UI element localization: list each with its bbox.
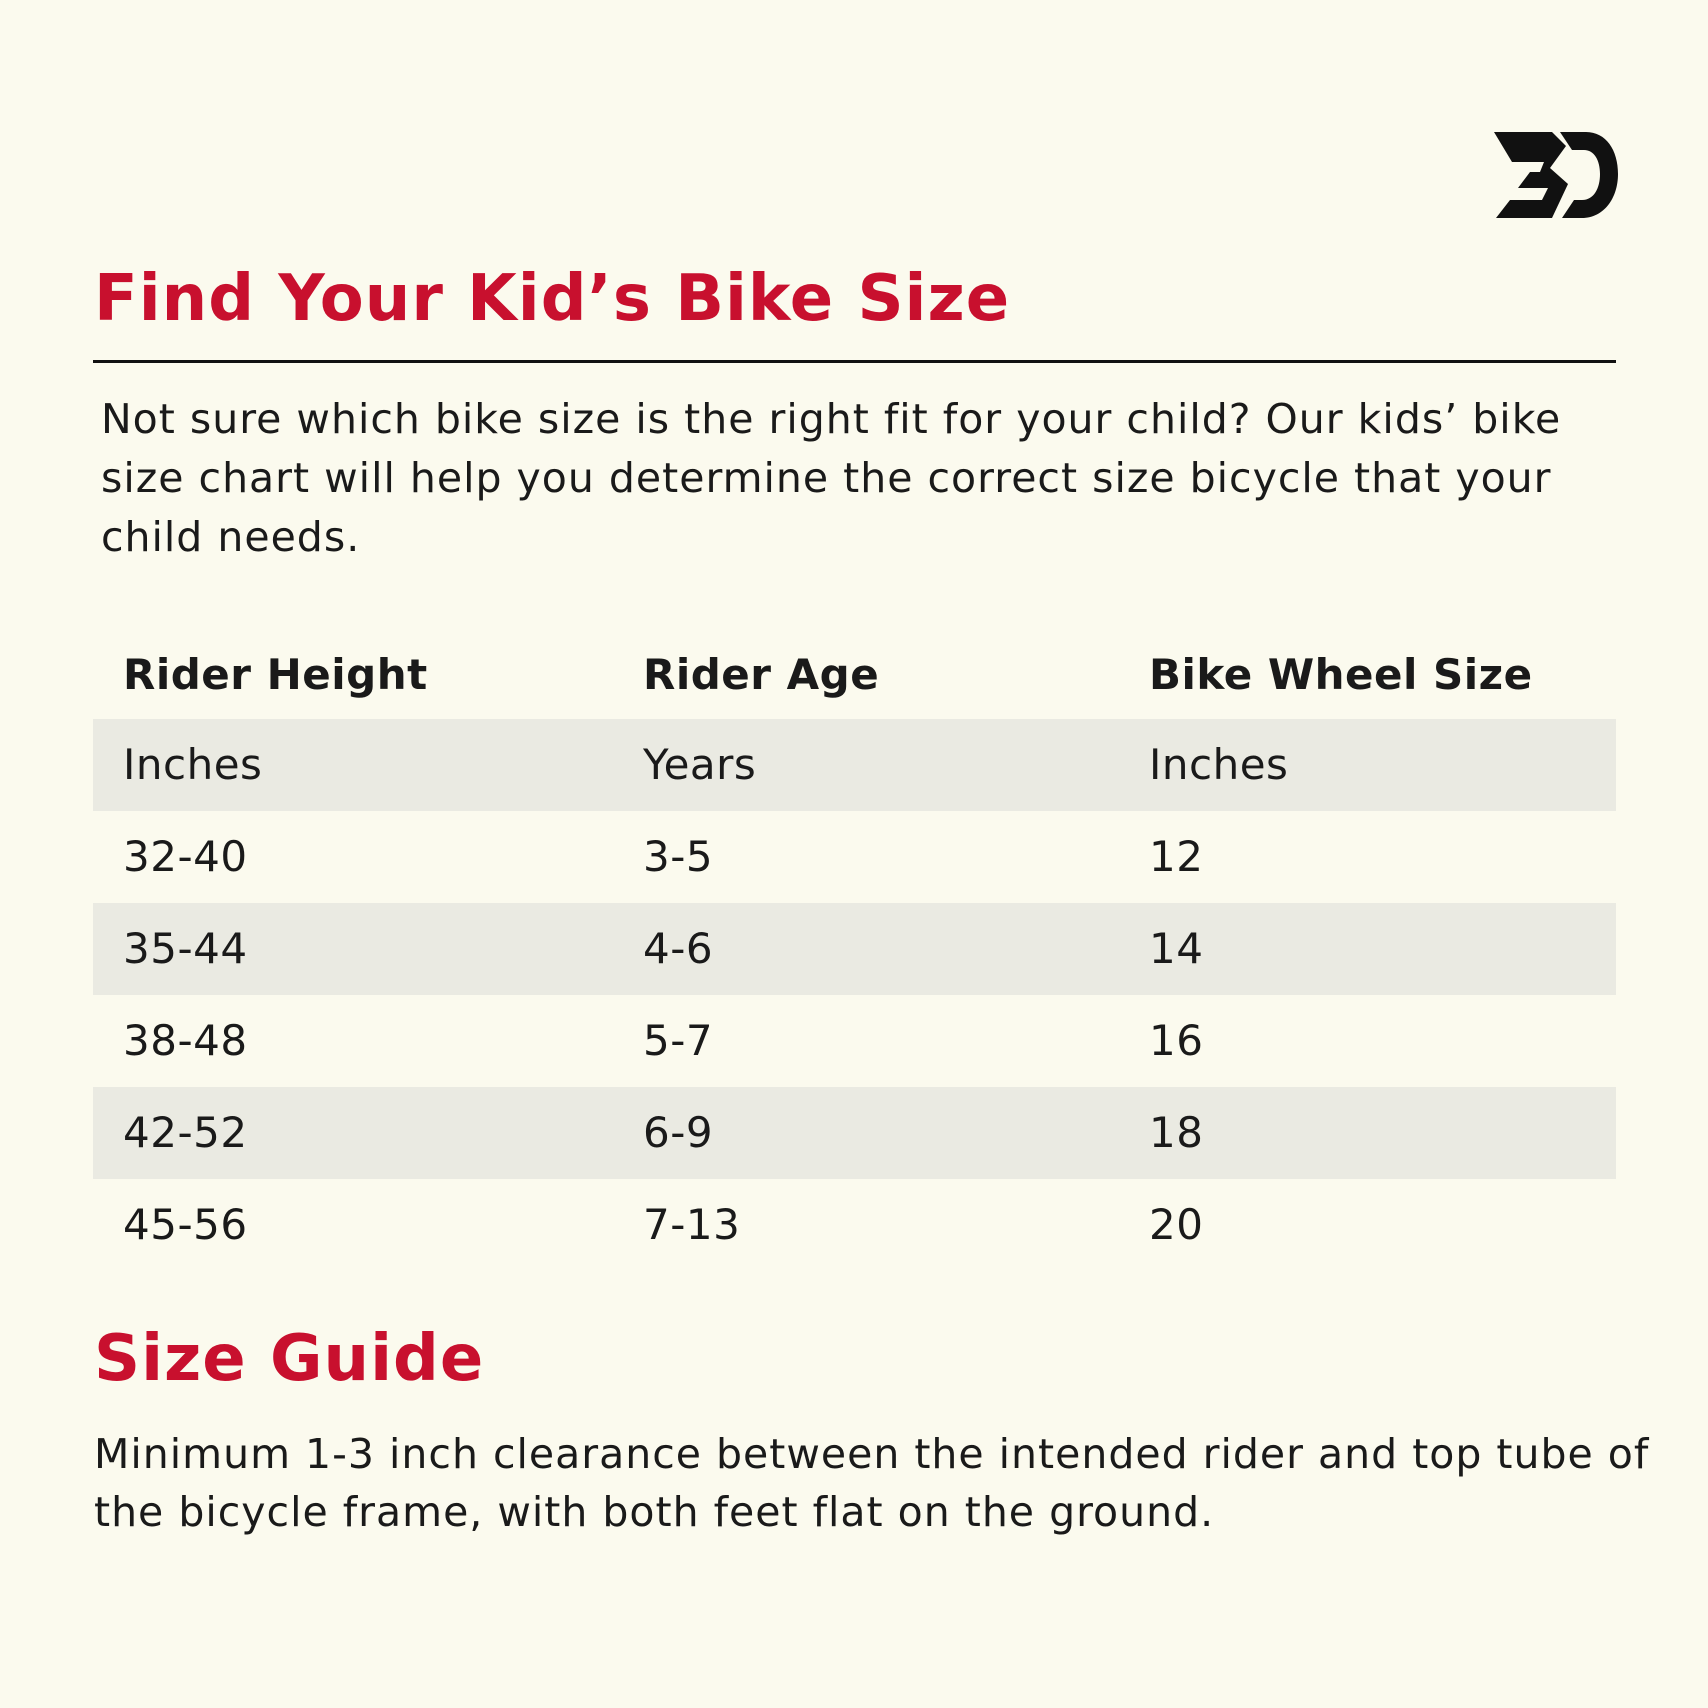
title: Find Your Kid’s Bike Size [94, 262, 1011, 336]
table-cell: 35-44 [123, 924, 248, 973]
divider [93, 360, 1616, 363]
logo [1494, 132, 1618, 218]
guide-title: Size Guide [94, 1322, 485, 1396]
table-row: 42-52 6-9 18 [93, 1087, 1616, 1179]
table-cell: Inches [123, 740, 263, 789]
table-cell: 4-6 [643, 924, 714, 973]
table-cell: 6-9 [643, 1108, 714, 1157]
table-cell: Years [643, 740, 757, 789]
guide-text: Minimum 1-3 inch clearance between the i… [94, 1430, 1650, 1536]
table-cell: Inches [1149, 740, 1289, 789]
table-cell: 12 [1149, 832, 1204, 881]
size-table: Rider Height Rider Age Bike Wheel Size Inch… [93, 629, 1616, 1271]
table-cell: Rider Height [123, 650, 428, 699]
table-cell: 7-13 [643, 1200, 741, 1249]
table-row: Inches Years Inches [93, 719, 1616, 811]
table-row: Rider Height Rider Age Bike Wheel Size [93, 629, 1616, 719]
table-cell: 3-5 [643, 832, 714, 881]
table-cell: Bike Wheel Size [1149, 650, 1533, 699]
table-cell: 42-52 [123, 1108, 248, 1157]
table-row: 32-40 3-5 12 [93, 811, 1616, 903]
table-cell: 32-40 [123, 832, 248, 881]
table-cell: 5-7 [643, 1016, 714, 1065]
table-cell: 38-48 [123, 1016, 248, 1065]
intro: Not sure which bike size is the right fi… [101, 395, 1562, 561]
table-row: 45-56 7-13 20 [93, 1179, 1616, 1271]
table-cell: 45-56 [123, 1200, 248, 1249]
table-cell: 16 [1149, 1016, 1204, 1065]
table-cell: 18 [1149, 1108, 1204, 1157]
table-cell: 14 [1149, 924, 1204, 973]
table-row: 35-44 4-6 14 [93, 903, 1616, 995]
table-row: 38-48 5-7 16 [93, 995, 1616, 1087]
table-cell: 20 [1149, 1200, 1204, 1249]
table-cell: Rider Age [643, 650, 880, 699]
